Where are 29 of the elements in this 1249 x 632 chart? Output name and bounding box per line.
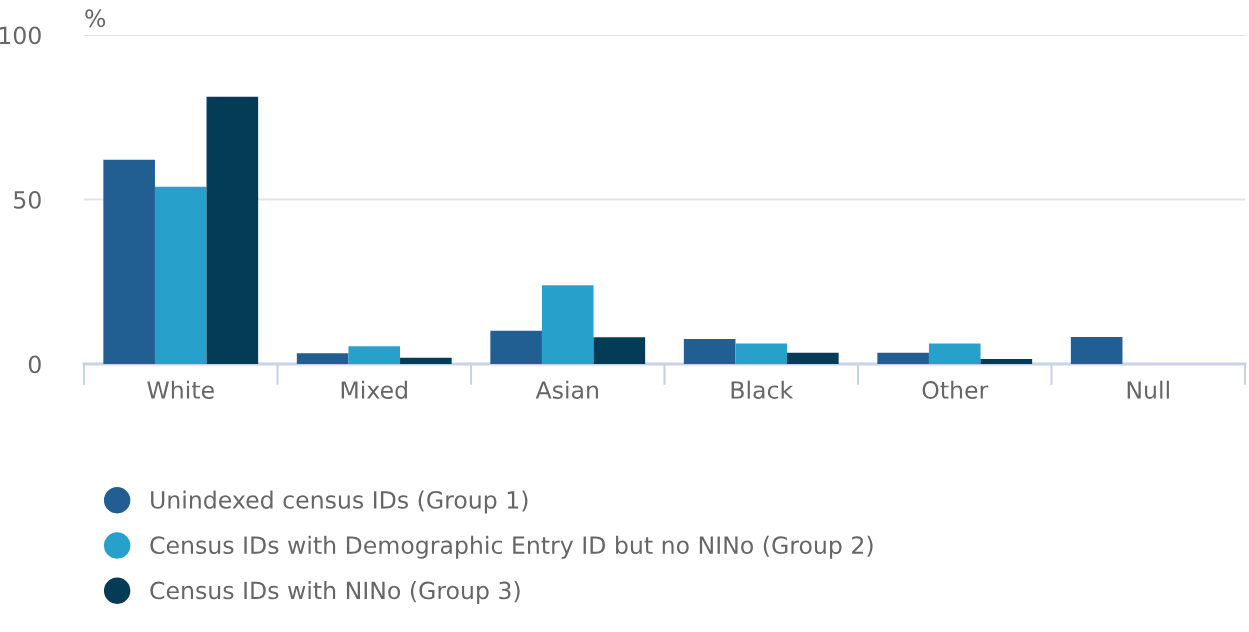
bar — [1070, 337, 1123, 364]
x-tick-label: White — [147, 380, 214, 399]
x-tick-label: Black — [731, 380, 794, 399]
bar — [154, 186, 207, 364]
bar — [593, 337, 646, 364]
legend-label: Census IDs with NINo (Group 3) — [150, 581, 520, 604]
x-tick-label: Null — [1127, 380, 1169, 399]
bar — [296, 353, 349, 364]
legend-label: Census IDs with Demographic Entry ID but no NINo (Group 2) — [150, 535, 873, 559]
bar — [683, 339, 736, 364]
bar — [206, 96, 259, 364]
bar — [348, 346, 401, 364]
legend-label: Unindexed census IDs (Group 1) — [151, 490, 528, 514]
x-tick-label: Other — [922, 380, 989, 399]
bar — [103, 159, 155, 364]
bar — [735, 343, 788, 364]
bar — [928, 343, 981, 364]
bar — [400, 357, 452, 364]
y-axis-title: % — [85, 9, 106, 28]
bar — [541, 285, 594, 364]
y-tick-label: 0 — [28, 355, 41, 374]
y-tick-label: 100 — [0, 26, 41, 45]
x-tick-label: Asian — [535, 380, 598, 399]
bar — [980, 359, 1033, 364]
bar — [490, 330, 542, 364]
bar — [877, 352, 929, 364]
y-tick-label: 50 — [14, 190, 41, 209]
x-tick-label: Mixed — [341, 380, 407, 399]
bar — [787, 352, 839, 364]
